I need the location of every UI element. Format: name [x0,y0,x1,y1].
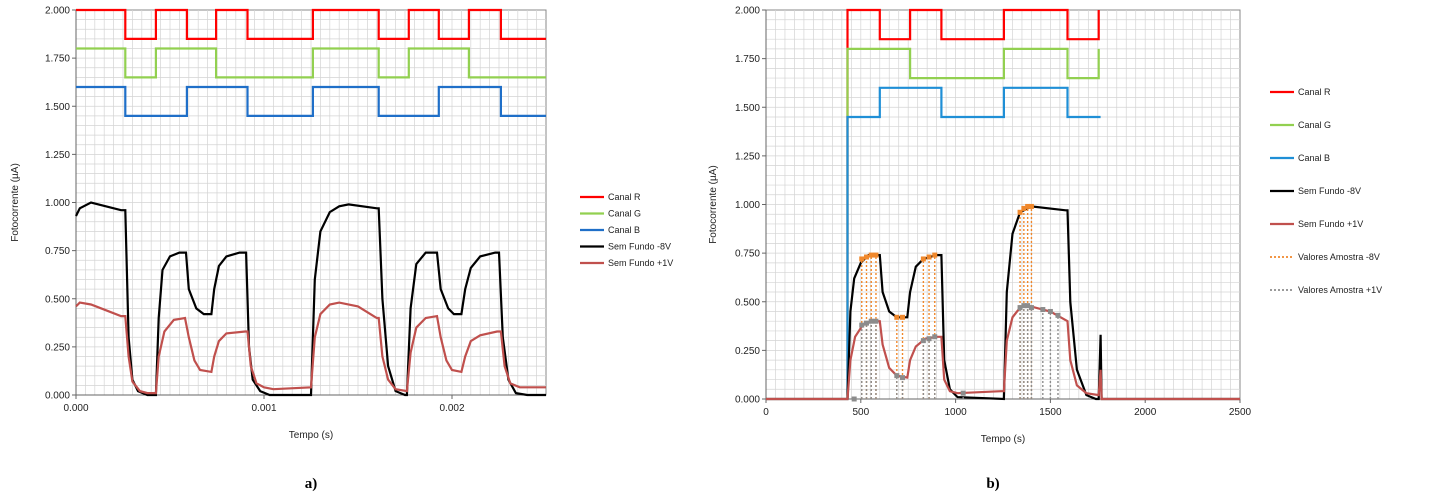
x-tick-label: 1500 [1039,407,1062,418]
legend-label-sem-fundo-8v: Sem Fundo -8V [608,242,671,252]
sample-point-valores-amostra-8v [859,256,865,262]
x-tick-label: 2500 [1229,407,1252,418]
legend-label-sem-fundo-1v: Sem Fundo +1V [608,258,673,268]
series-line-canal-b [846,86,1101,399]
y-tick-label: 2.000 [45,6,70,17]
sample-point-valores-amostra-1v [859,322,865,328]
series-line-canal-r [76,8,546,40]
legend-label-canal-b: Canal B [608,225,640,235]
series-line-sem-fundo-8v [75,201,546,397]
series-line-canal-b [76,85,546,117]
series-line-canal-g [76,47,546,79]
sample-point-valores-amostra-8v [873,252,879,258]
sample-point-valores-amostra-8v [920,256,926,262]
x-tick-label: 2000 [1134,407,1157,418]
y-tick-label: 1.750 [735,54,760,65]
sample-point-valores-amostra-1v [1025,303,1031,309]
sample-point-valores-amostra-1v [863,320,869,326]
legend-label-canal-g: Canal G [1298,120,1331,130]
sample-point-valores-amostra-8v [1021,205,1027,211]
y-tick-label: 1.000 [735,200,760,211]
x-tick-label: 1000 [944,407,967,418]
y-tick-label: 0.250 [45,342,70,353]
sample-point-valores-amostra-8v [868,252,874,258]
sample-point-valores-amostra-1v [900,375,906,381]
x-axis-title: Tempo (s) [981,434,1025,445]
legend-label-canal-b: Canal B [1298,153,1330,163]
y-tick-label: 0.750 [45,246,70,257]
y-tick-label: 1.250 [45,150,70,161]
x-tick-label: 0.002 [439,403,464,414]
sample-point-valores-amostra-1v [932,334,938,340]
y-tick-label: 1.000 [45,198,70,209]
x-tick-label: 500 [852,407,869,418]
legend-label-sem-fundo-1v: Sem Fundo +1V [1298,219,1363,229]
chart-a: 0.000 0.250 0.500 0.750 1.000 1.250 1.500 1.750… [10,6,673,493]
sample-point-valores-amostra-8v [1025,203,1031,209]
sample-point-valores-amostra-1v [920,338,926,344]
x-axis-title: Tempo (s) [289,430,333,441]
legend-label-sem-fundo-8v: Sem Fundo -8V [1298,186,1361,196]
y-tick-label: 0.000 [735,395,760,406]
y-axis-title: Fotocorrente (µA) [10,163,21,242]
y-tick-label: 0.500 [45,294,70,305]
sample-point-valores-amostra-1v [1017,305,1023,311]
series-line-canal-r [846,8,1100,399]
series-line-sem-fundo-1v [75,301,546,395]
sample-point-valores-amostra-8v [932,252,938,258]
sample-point-valores-amostra-1v [1028,305,1034,311]
chart-b: 0.000 0.250 0.500 0.750 1.000 1.250 1.500 1.750… [708,6,1382,493]
sample-point-valores-amostra-8v [926,254,932,260]
sample-point-valores-amostra-8v [894,314,900,320]
series-line-canal-g [846,47,1100,399]
x-tick-label: 0 [763,407,769,418]
sample-point-valores-amostra-1v [1040,307,1046,313]
panel-label: b) [986,476,999,492]
sample-point-valores-amostra-1v [868,318,874,324]
sample-point-valores-amostra-1v [1055,312,1061,318]
sample-point-valores-amostra-1v [873,318,879,324]
y-tick-label: 1.500 [735,103,760,114]
sample-point-valores-amostra-1v [1047,308,1053,314]
sample-point-valores-amostra-8v [1017,209,1023,215]
y-tick-label: 1.750 [45,54,70,65]
y-tick-label: 0.250 [735,346,760,357]
sample-point-valores-amostra-1v [851,396,857,402]
y-tick-label: 0.500 [735,297,760,308]
legend-label-canal-g: Canal G [608,209,641,219]
panel-label: a) [305,476,318,492]
sample-point-valores-amostra-1v [960,390,966,396]
sample-point-valores-amostra-1v [1021,303,1027,309]
sample-point-valores-amostra-1v [926,336,932,342]
y-tick-label: 2.000 [735,6,760,17]
x-tick-label: 0.000 [63,403,88,414]
sample-point-valores-amostra-8v [1028,203,1034,209]
legend-label-valores-amostra-1v: Valores Amostra +1V [1298,285,1382,295]
y-axis-title: Fotocorrente (µA) [708,165,719,244]
x-tick-label: 0.001 [251,403,276,414]
sample-point-valores-amostra-8v [900,314,906,320]
sample-point-valores-amostra-8v [863,254,869,260]
legend-label-canal-r: Canal R [1298,87,1331,97]
legend-label-canal-r: Canal R [608,192,641,202]
y-tick-label: 1.250 [735,151,760,162]
y-tick-label: 0.750 [735,249,760,260]
legend-label-valores-amostra-8v: Valores Amostra -8V [1298,252,1380,262]
y-tick-label: 1.500 [45,102,70,113]
sample-point-valores-amostra-1v [894,373,900,379]
y-tick-label: 0.000 [45,391,70,402]
